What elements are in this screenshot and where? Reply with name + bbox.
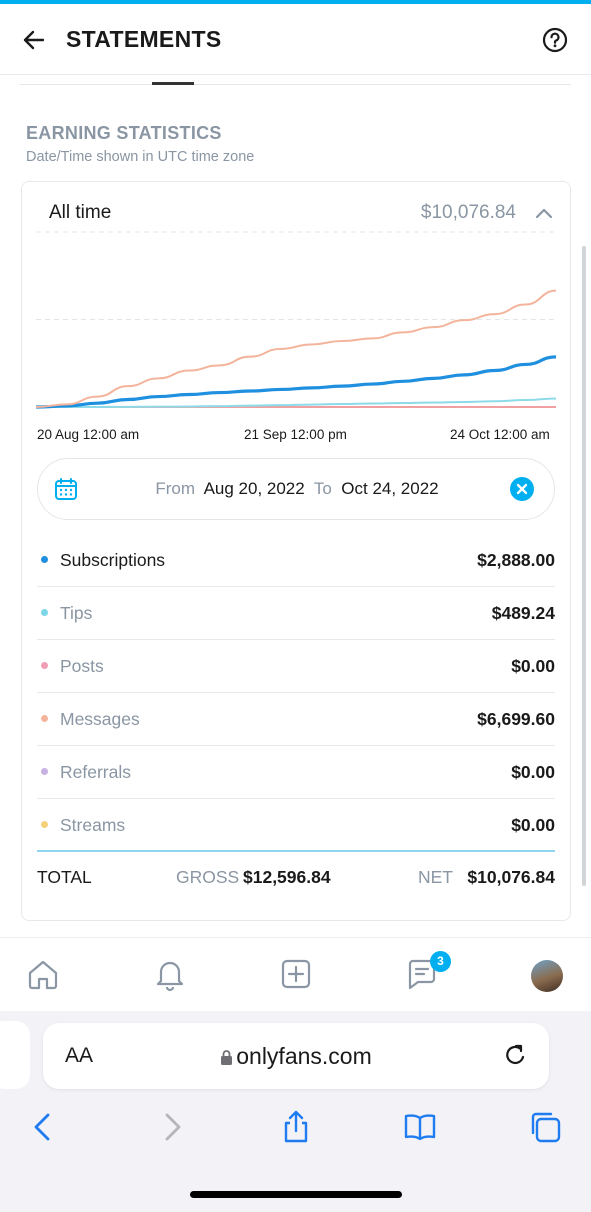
- period-label[interactable]: All time: [49, 202, 112, 223]
- row-amount: $2,888.00: [477, 550, 555, 570]
- series-line-messages: [36, 289, 556, 408]
- earnings-card: All time $10,076.84 20 Aug 12:00 am 21 S…: [21, 181, 571, 921]
- header: STATEMENTS: [0, 4, 591, 74]
- row-amount: $0.00: [511, 815, 555, 835]
- tabs-icon[interactable]: [527, 1109, 563, 1145]
- row-amount: $0.00: [511, 656, 555, 676]
- gross-value: $12,596.84: [243, 867, 331, 887]
- series-dot: [41, 556, 48, 563]
- bell-icon[interactable]: [152, 956, 188, 992]
- home-icon[interactable]: [25, 956, 61, 992]
- previous-tab-edge[interactable]: [0, 1021, 30, 1089]
- x-tick-label: 24 Oct 12:00 am: [450, 427, 550, 442]
- avatar[interactable]: [531, 960, 563, 992]
- period-total: $10,076.84: [420, 202, 516, 223]
- to-date[interactable]: Oct 24, 2022: [341, 479, 439, 498]
- earnings-chart: [36, 231, 556, 409]
- series-dot: [41, 715, 48, 722]
- gross-label: GROSS: [176, 867, 240, 887]
- series-dot: [41, 768, 48, 775]
- net-label: NET: [418, 867, 453, 887]
- row-label: Subscriptions: [60, 550, 166, 570]
- top-accent-bar: [0, 0, 591, 4]
- series-line-tips: [36, 397, 556, 408]
- x-tick-label: 20 Aug 12:00 am: [37, 427, 140, 442]
- share-icon[interactable]: [278, 1109, 314, 1145]
- series-line-subscriptions: [36, 355, 556, 409]
- total-label: TOTAL: [37, 867, 92, 887]
- section-subtitle: Date/Time shown in UTC time zone: [26, 149, 255, 165]
- from-date[interactable]: Aug 20, 2022: [203, 479, 305, 498]
- from-label: From: [155, 479, 196, 498]
- list-item[interactable]: Streams $0.00: [37, 799, 555, 852]
- row-amount: $6,699.60: [477, 709, 555, 729]
- series-dot: [41, 821, 48, 828]
- row-label: Tips: [60, 603, 93, 623]
- chevron-up-icon[interactable]: [532, 202, 556, 226]
- header-divider: [0, 74, 591, 75]
- browser-chrome: AA onlyfans.com: [0, 1011, 591, 1212]
- series-dot: [41, 662, 48, 669]
- list-item[interactable]: Messages $6,699.60: [37, 693, 555, 746]
- row-amount: $489.24: [491, 603, 555, 623]
- row-label: Streams: [60, 815, 126, 835]
- list-item[interactable]: Posts $0.00: [37, 640, 555, 693]
- add-post-icon[interactable]: [278, 956, 314, 992]
- bookmarks-icon[interactable]: [402, 1109, 438, 1145]
- list-item[interactable]: Subscriptions $2,888.00: [37, 534, 555, 587]
- date-range-text: From Aug 20, 2022 To Oct 24, 2022: [38, 479, 556, 499]
- x-tick-label: 21 Sep 12:00 pm: [244, 427, 347, 442]
- list-item[interactable]: Referrals $0.00: [37, 746, 555, 799]
- bottom-nav: 3: [0, 937, 591, 1011]
- total-row: TOTAL GROSS $12,596.84 NET $10,076.84: [37, 867, 555, 897]
- calendar-icon[interactable]: [53, 476, 79, 502]
- browser-back-icon[interactable]: [26, 1109, 62, 1145]
- to-label: To: [313, 479, 332, 498]
- earnings-breakdown: Subscriptions $2,888.00 Tips $489.24 Pos…: [37, 534, 555, 852]
- net-value: $10,076.84: [467, 867, 555, 887]
- browser-forward-icon[interactable]: [155, 1109, 191, 1145]
- row-label: Referrals: [60, 762, 131, 782]
- address-bar[interactable]: AA onlyfans.com: [43, 1023, 549, 1089]
- row-label: Messages: [60, 709, 140, 729]
- messages-badge: 3: [430, 951, 451, 972]
- url-display[interactable]: onlyfans.com: [43, 1043, 549, 1070]
- date-range-picker[interactable]: From Aug 20, 2022 To Oct 24, 2022: [37, 458, 555, 520]
- row-label: Posts: [60, 656, 104, 676]
- home-indicator: [190, 1191, 402, 1198]
- scrollbar[interactable]: [582, 246, 586, 886]
- page-title: STATEMENTS: [66, 26, 222, 52]
- clear-icon[interactable]: [509, 476, 535, 502]
- reload-icon[interactable]: [501, 1042, 529, 1070]
- list-item[interactable]: Tips $489.24: [37, 587, 555, 640]
- url-text: onlyfans.com: [236, 1043, 372, 1069]
- series-dot: [41, 609, 48, 616]
- active-tab-indicator: [152, 82, 194, 85]
- row-amount: $0.00: [511, 762, 555, 782]
- back-arrow-icon[interactable]: [20, 26, 48, 54]
- help-icon[interactable]: [541, 26, 569, 54]
- reader-settings-button[interactable]: AA: [65, 1044, 94, 1067]
- section-title: EARNING STATISTICS: [26, 123, 222, 143]
- tabs-divider: [20, 84, 571, 85]
- lock-icon: [220, 1044, 233, 1065]
